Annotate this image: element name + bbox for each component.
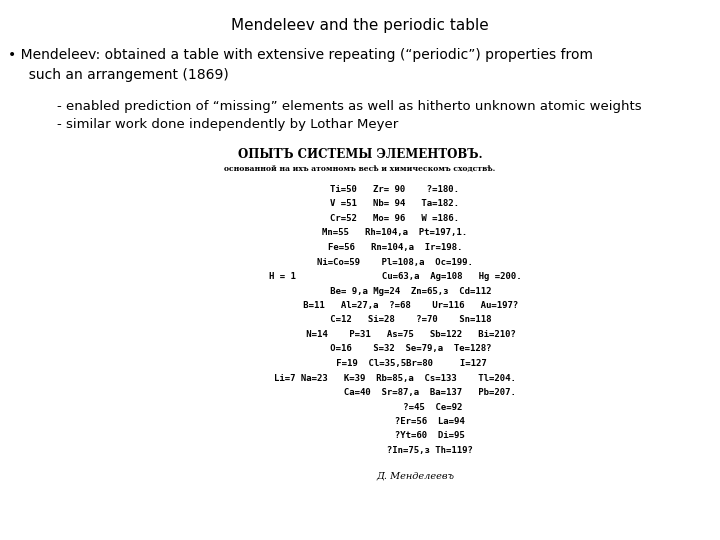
Text: Д. Менделеевъ: Д. Менделеевъ xyxy=(376,472,454,481)
Text: V =51   Nb= 94   Ta=182.: V =51 Nb= 94 Ta=182. xyxy=(330,199,459,208)
Text: - similar work done independently by Lothar Meyer: - similar work done independently by Lot… xyxy=(40,118,398,131)
Text: - enabled prediction of “missing” elements as well as hitherto unknown atomic we: - enabled prediction of “missing” elemen… xyxy=(40,100,642,113)
Text: Be= 9,а Mg=24  Zn=65,з  Cd=112: Be= 9,а Mg=24 Zn=65,з Cd=112 xyxy=(298,287,492,295)
Text: Li=7 Na=23   K=39  Rb=85,а  Cs=133    Tl=204.: Li=7 Na=23 K=39 Rb=85,а Cs=133 Tl=204. xyxy=(274,374,516,382)
Text: Ni=Co=59    Pl=108,а  Oс=199.: Ni=Co=59 Pl=108,а Oс=199. xyxy=(317,258,473,267)
Text: ОПЫТЪ СИСТЕМЫ ЭЛЕМЕНТОВЪ.: ОПЫТЪ СИСТЕМЫ ЭЛЕМЕНТОВЪ. xyxy=(238,148,482,161)
Text: Fe=56   Rn=104,а  Ir=198.: Fe=56 Rn=104,а Ir=198. xyxy=(328,243,462,252)
Text: N=14    P=31   As=75   Sb=122   Bi=210?: N=14 P=31 As=75 Sb=122 Bi=210? xyxy=(274,330,516,339)
Text: O=16    S=32  Se=79,а  Te=128?: O=16 S=32 Se=79,а Te=128? xyxy=(298,345,492,354)
Text: ?In=75,з Th=119?: ?In=75,з Th=119? xyxy=(317,446,473,455)
Text: such an arrangement (1869): such an arrangement (1869) xyxy=(20,68,229,82)
Text: C=12   Si=28    ?=70    Sn=118: C=12 Si=28 ?=70 Sn=118 xyxy=(298,315,492,325)
Text: H = 1                Cu=63,а  Ag=108   Hg =200.: H = 1 Cu=63,а Ag=108 Hg =200. xyxy=(269,272,521,281)
Text: Ca=40  Sr=87,а  Ba=137   Pb=207.: Ca=40 Sr=87,а Ba=137 Pb=207. xyxy=(274,388,516,397)
Text: ?Er=56  La=94: ?Er=56 La=94 xyxy=(325,417,465,426)
Text: Ti=50   Zr= 90    ?=180.: Ti=50 Zr= 90 ?=180. xyxy=(330,185,459,194)
Text: ?Yt=60  Di=95: ?Yt=60 Di=95 xyxy=(325,431,465,441)
Text: Mn=55   Rh=104,а  Pt=197,1.: Mn=55 Rh=104,а Pt=197,1. xyxy=(323,228,467,238)
Text: B=11   Al=27,а  ?=68    Ur=116   Au=197?: B=11 Al=27,а ?=68 Ur=116 Au=197? xyxy=(271,301,518,310)
Text: Cr=52   Mo= 96   W =186.: Cr=52 Mo= 96 W =186. xyxy=(330,214,459,223)
Text: основанной на ихъ атомномъ весѣ и химическомъ сходствѣ.: основанной на ихъ атомномъ весѣ и химиче… xyxy=(225,165,495,173)
Text: F=19  Cl=35,5Br=80     I=127: F=19 Cl=35,5Br=80 I=127 xyxy=(304,359,487,368)
Text: Mendeleev and the periodic table: Mendeleev and the periodic table xyxy=(231,18,489,33)
Text: • Mendeleev: obtained a table with extensive repeating (“periodic”) properties f: • Mendeleev: obtained a table with exten… xyxy=(8,48,593,62)
Text: ?=45  Ce=92: ?=45 Ce=92 xyxy=(328,402,462,411)
